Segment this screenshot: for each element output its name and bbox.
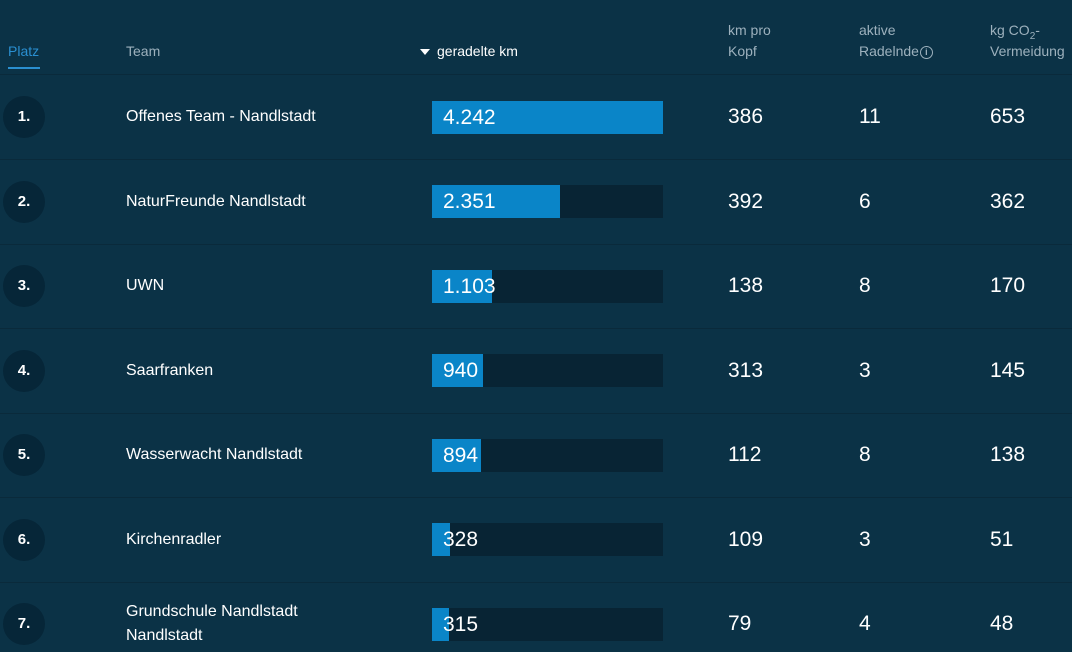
km-bar-fill <box>432 438 481 472</box>
column-header-aktive-line2: Radelnde i <box>859 41 933 62</box>
km-bar-fill <box>432 523 450 557</box>
km-bar-track: 315 <box>432 607 663 641</box>
co2-value: 362 <box>990 189 1026 213</box>
table-row[interactable]: 1. Offenes Team - Nandlstadt 4.242 386 11 653 <box>0 75 1072 160</box>
km-bar-track: 940 <box>432 354 663 388</box>
co2-label-subscript: 2 <box>1029 30 1036 42</box>
aktive-radelnde-value: 6 <box>859 189 871 213</box>
team-name[interactable]: UWN <box>126 274 164 298</box>
column-header-co2[interactable]: kg CO2- Vermeidung <box>990 20 1065 62</box>
km-value: 1.103 <box>443 274 496 298</box>
rank-badge: 6. <box>3 518 45 561</box>
km-bar-fill <box>432 100 663 134</box>
team-name-line: NaturFreunde Nandlstadt <box>126 192 306 210</box>
co2-value: 653 <box>990 105 1026 129</box>
aktive-radelnde-value: 8 <box>859 274 871 298</box>
km-value: 328 <box>443 528 479 552</box>
table-row[interactable]: 4. Saarfranken 940 313 3 145 <box>0 329 1072 414</box>
team-name[interactable]: NaturFreunde Nandlstadt <box>126 190 306 214</box>
km-pro-kopf-value: 109 <box>728 527 764 551</box>
km-bar-fill <box>432 269 493 303</box>
co2-value: 48 <box>990 612 1014 636</box>
team-name-line: UWN <box>126 277 165 295</box>
team-name[interactable]: Offenes Team - Nandlstadt <box>126 105 316 129</box>
column-header-aktive-label: Radelnde <box>859 43 919 59</box>
column-header-co2-line2: Vermeidung <box>990 43 1065 59</box>
km-bar-track: 328 <box>432 523 663 557</box>
km-pro-kopf-value: 138 <box>728 274 764 298</box>
km-bar-track: 2.351 <box>432 185 663 219</box>
column-header-platz[interactable]: Platz <box>8 43 40 59</box>
km-pro-kopf-value: 112 <box>728 443 762 467</box>
km-pro-kopf-value: 392 <box>728 189 764 213</box>
table-header: Platz Team geradelte km km pro Kopf akti… <box>0 0 1072 75</box>
km-value: 940 <box>443 359 479 383</box>
km-bar-fill <box>432 607 450 641</box>
team-name[interactable]: Wasserwacht Nandlstadt <box>126 443 302 467</box>
km-bar-track: 894 <box>432 438 663 472</box>
km-bar-fill <box>432 354 484 388</box>
km-value: 894 <box>443 443 479 467</box>
info-icon[interactable]: i <box>919 46 933 59</box>
column-header-team[interactable]: Team <box>126 43 161 59</box>
km-bar-track: 4.242 <box>432 100 663 134</box>
km-bar-track: 1.103 <box>432 269 663 303</box>
team-name-line: Wasserwacht Nandlstadt <box>126 446 303 464</box>
team-name-line: Nandlstadt <box>126 627 203 645</box>
km-value: 315 <box>443 612 479 636</box>
team-name[interactable]: Saarfranken <box>126 359 213 383</box>
column-header-km-label: geradelte km <box>437 43 518 59</box>
table-row[interactable]: 2. NaturFreunde Nandlstadt 2.351 392 6 362 <box>0 160 1072 245</box>
column-header-aktive-line1: aktive <box>859 22 896 38</box>
rank-badge: 2. <box>3 180 45 223</box>
column-header-aktive-radelnde[interactable]: aktive Radelnde i <box>859 20 933 62</box>
table-row[interactable]: 3. UWN 1.103 138 8 170 <box>0 244 1072 329</box>
aktive-radelnde-value: 3 <box>859 527 871 551</box>
co2-value: 170 <box>990 274 1026 298</box>
aktive-radelnde-value: 11 <box>859 105 881 129</box>
team-name-line: Offenes Team - Nandlstadt <box>126 108 316 126</box>
team-name-line: Saarfranken <box>126 361 214 379</box>
column-header-km[interactable]: geradelte km <box>420 41 518 62</box>
column-header-co2-line1: kg CO2- <box>990 20 1065 41</box>
active-column-underline <box>8 67 40 69</box>
table-row[interactable]: 6. Kirchenradler 328 109 3 51 <box>0 498 1072 583</box>
aktive-radelnde-value: 8 <box>859 443 871 467</box>
column-header-km-pro-kopf-line2: Kopf <box>728 43 757 59</box>
rank-badge: 4. <box>3 349 45 392</box>
rank-badge: 3. <box>3 265 45 308</box>
co2-value: 145 <box>990 358 1026 382</box>
team-name-line: Grundschule Nandlstadt <box>126 603 298 621</box>
table-row[interactable]: 7. Grundschule Nandlstadt Nandlstadt 315 79 4… <box>0 582 1072 652</box>
sort-descending-icon <box>420 49 430 55</box>
km-bar-fill <box>432 185 561 219</box>
rank-badge: 7. <box>3 603 45 646</box>
rank-badge: 1. <box>3 96 45 139</box>
co2-label-suffix: - <box>1035 22 1040 38</box>
km-pro-kopf-value: 79 <box>728 612 752 636</box>
team-name-line: Kirchenradler <box>126 530 222 548</box>
column-header-km-pro-kopf[interactable]: km pro Kopf <box>728 20 771 62</box>
aktive-radelnde-value: 3 <box>859 358 871 382</box>
team-name[interactable]: Grundschule Nandlstadt Nandlstadt <box>126 600 298 648</box>
table-row[interactable]: 5. Wasserwacht Nandlstadt 894 112 8 138 <box>0 413 1072 498</box>
co2-value: 138 <box>990 443 1026 467</box>
column-header-km-pro-kopf-line1: km pro <box>728 22 771 38</box>
km-pro-kopf-value: 313 <box>728 358 764 382</box>
rank-badge: 5. <box>3 434 45 477</box>
co2-value: 51 <box>990 527 1014 551</box>
team-name[interactable]: Kirchenradler <box>126 528 221 552</box>
co2-label-prefix: kg CO <box>990 22 1030 38</box>
km-pro-kopf-value: 386 <box>728 105 764 129</box>
aktive-radelnde-value: 4 <box>859 612 871 636</box>
km-value: 4.242 <box>443 105 496 129</box>
km-value: 2.351 <box>443 190 496 214</box>
